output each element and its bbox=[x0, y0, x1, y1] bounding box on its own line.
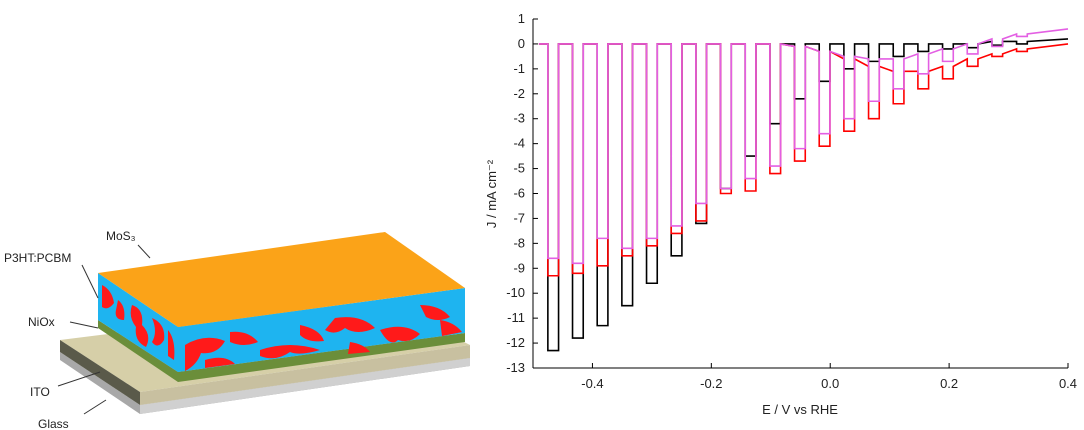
blend-front bbox=[178, 288, 465, 372]
y-tick-label: -7 bbox=[513, 210, 525, 225]
y-tick-label: -6 bbox=[513, 186, 525, 201]
data-line bbox=[538, 42, 1069, 277]
x-tick-label: 0.4 bbox=[1059, 376, 1077, 391]
label-mos3: MoS₃ bbox=[106, 229, 136, 243]
y-tick-label: -8 bbox=[513, 235, 525, 250]
y-tick-label: -4 bbox=[513, 136, 525, 151]
x-tick-label: -0.4 bbox=[581, 376, 603, 391]
niox-layer bbox=[98, 320, 465, 382]
y-tick-label: -1 bbox=[513, 61, 525, 76]
pcbm-domains bbox=[102, 285, 462, 371]
x-axis-label: E / V vs RHE bbox=[762, 402, 838, 417]
data-line bbox=[538, 28, 1069, 265]
mos3-top bbox=[98, 232, 465, 327]
x-tick-label: -0.2 bbox=[700, 376, 722, 391]
label-niox: NiOx bbox=[28, 315, 55, 329]
y-tick-label: -11 bbox=[507, 310, 525, 325]
y-tick-label: -3 bbox=[513, 111, 525, 126]
y-tick-label: 0 bbox=[518, 36, 525, 51]
label-arrows bbox=[57, 244, 151, 415]
x-tick-label: 0.2 bbox=[940, 376, 958, 391]
y-tick-label: 1 bbox=[518, 11, 525, 26]
y-tick-label: -2 bbox=[513, 86, 525, 101]
y-tick-label: -9 bbox=[513, 260, 525, 275]
y-tick-label: -10 bbox=[506, 285, 525, 300]
y-axis-label: J / mA cm⁻² bbox=[484, 159, 499, 228]
device-schematic: MoS₃ P3HT:PCBM NiOx ITO Glass bbox=[4, 229, 470, 430]
label-blend: P3HT:PCBM bbox=[4, 251, 71, 265]
y-tick-label: -13 bbox=[506, 360, 525, 375]
y-tick-label: -12 bbox=[506, 335, 525, 350]
label-ito: ITO bbox=[30, 385, 50, 399]
label-glass: Glass bbox=[38, 417, 69, 430]
glass-front bbox=[140, 358, 470, 414]
data-line bbox=[538, 38, 1069, 352]
ito-front bbox=[140, 345, 470, 405]
x-tick-label: 0.0 bbox=[821, 376, 839, 391]
y-tick-label: -5 bbox=[513, 161, 525, 176]
